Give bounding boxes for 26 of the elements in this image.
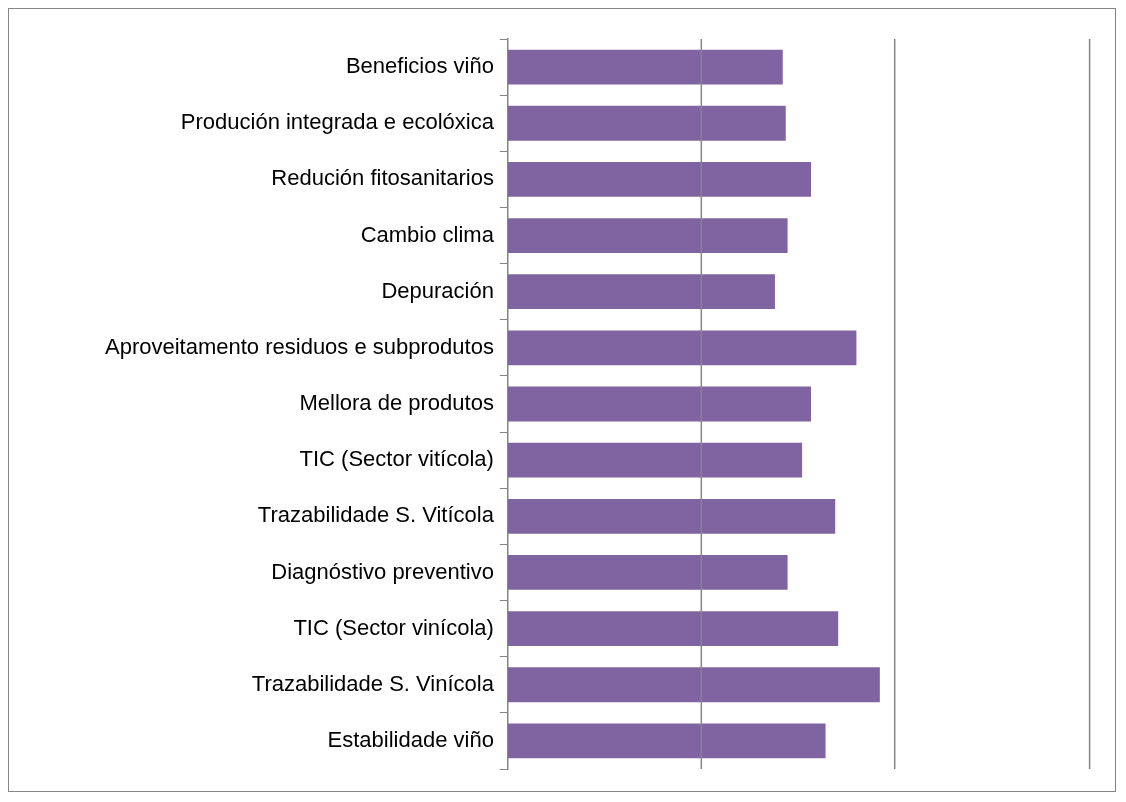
bar <box>507 555 788 590</box>
bar <box>507 442 803 478</box>
y-tick-label: Redución fitosanitarios <box>271 165 494 191</box>
bar <box>507 611 839 647</box>
y-tick-label: Mellora de produtos <box>299 390 494 416</box>
bar <box>507 330 857 366</box>
y-tick-label: TIC (Sector vitícola) <box>299 446 494 472</box>
bar <box>507 218 788 253</box>
y-tick-label: Diagnóstivo preventivo <box>271 558 494 584</box>
y-tick-label: Estabilidade viño <box>327 726 494 752</box>
y-tick-label: Trazabilidade S. Vinícola <box>251 670 495 696</box>
bar <box>507 667 880 703</box>
y-tick-label: Beneficios viño <box>345 53 494 79</box>
y-tick-label: Trazabilidade S. Vitícola <box>257 502 495 528</box>
bar <box>507 105 786 141</box>
bar <box>507 723 826 759</box>
y-tick-label: TIC (Sector vinícola) <box>293 614 494 640</box>
bar <box>507 386 812 422</box>
y-tick-label: Aproveitamento residuos e subprodutos <box>104 333 494 359</box>
y-tick-label: Cambio clima <box>360 221 495 247</box>
bar <box>507 274 775 310</box>
bar <box>507 498 836 534</box>
bar <box>507 161 812 197</box>
y-tick-label: Depuración <box>381 277 494 303</box>
bar <box>507 49 783 85</box>
y-tick-label: Produción integrada e ecolóxica <box>180 109 495 135</box>
